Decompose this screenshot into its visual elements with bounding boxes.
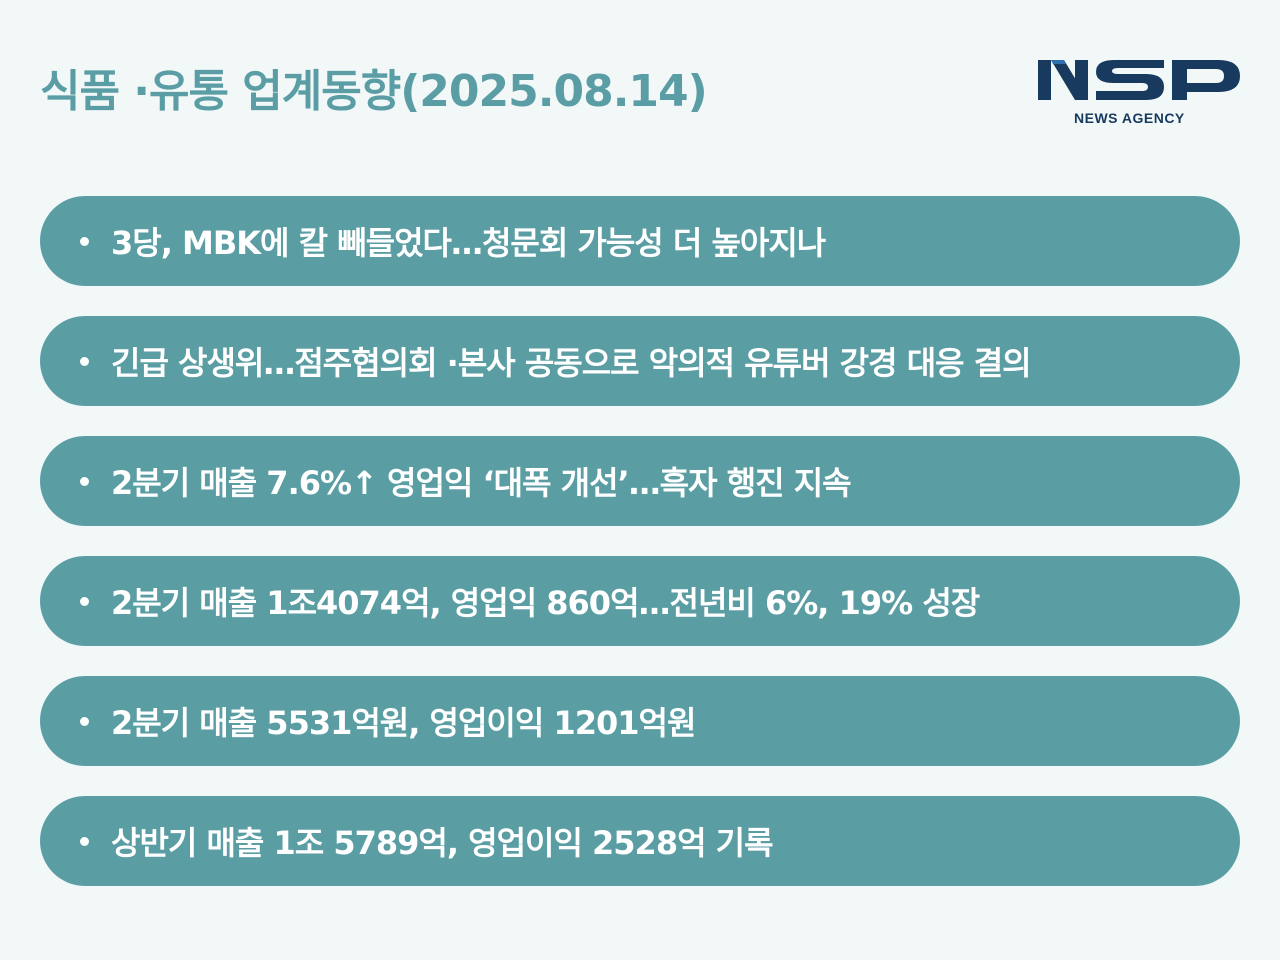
news-list: 3당, MBK에 칼 빼들었다…청문회 가능성 더 높아지나 긴급 상생위…점주…	[40, 196, 1240, 916]
logo-subtitle: NEWS AGENCY	[1074, 110, 1185, 126]
news-item: 2분기 매출 7.6%↑ 영업익 ‘대폭 개선’…흑자 행진 지속	[40, 436, 1240, 526]
bullet-icon	[80, 476, 89, 486]
nsp-logo-mark	[1038, 60, 1240, 100]
bullet-icon	[80, 236, 89, 246]
news-headline: 2분기 매출 1조4074억, 영업익 860억…전년비 6%, 19% 성장	[111, 584, 980, 622]
news-headline: 상반기 매출 1조 5789억, 영업이익 2528억 기록	[111, 824, 774, 862]
bullet-icon	[80, 836, 89, 846]
news-item: 2분기 매출 5531억원, 영업이익 1201억원	[40, 676, 1240, 766]
news-item: 2분기 매출 1조4074억, 영업익 860억…전년비 6%, 19% 성장	[40, 556, 1240, 646]
news-headline: 2분기 매출 5531억원, 영업이익 1201억원	[111, 704, 696, 742]
bullet-icon	[80, 716, 89, 726]
news-headline: 2분기 매출 7.6%↑ 영업익 ‘대폭 개선’…흑자 행진 지속	[111, 464, 852, 502]
news-headline: 긴급 상생위…점주협의회 ·본사 공동으로 악의적 유튜버 강경 대응 결의	[111, 344, 1032, 382]
news-headline: 3당, MBK에 칼 빼들었다…청문회 가능성 더 높아지나	[111, 224, 826, 262]
bullet-icon	[80, 356, 89, 366]
news-item: 긴급 상생위…점주협의회 ·본사 공동으로 악의적 유튜버 강경 대응 결의	[40, 316, 1240, 406]
page-title: 식품 ·유통 업계동향(2025.08.14)	[40, 66, 708, 117]
nsp-logo: NEWS AGENCY	[1036, 56, 1242, 130]
news-item: 상반기 매출 1조 5789억, 영업이익 2528억 기록	[40, 796, 1240, 886]
bullet-icon	[80, 596, 89, 606]
news-item: 3당, MBK에 칼 빼들었다…청문회 가능성 더 높아지나	[40, 196, 1240, 286]
